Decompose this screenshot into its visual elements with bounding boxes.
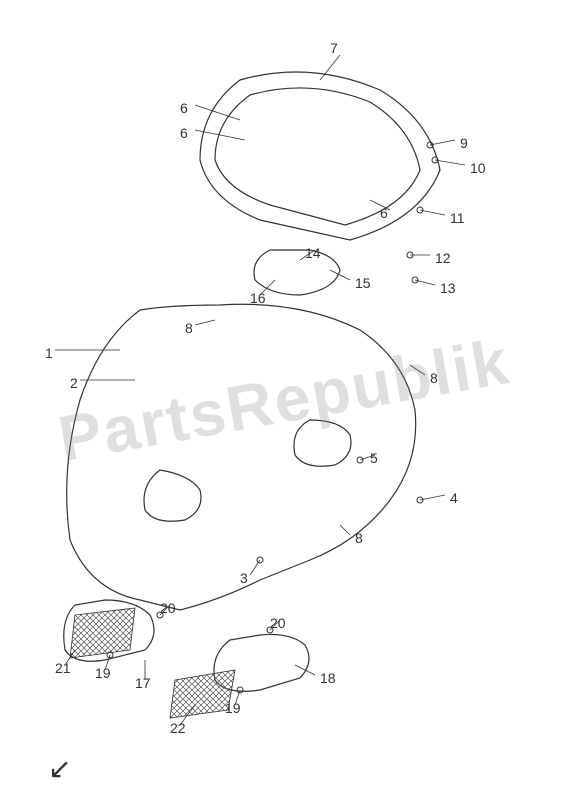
part-label-6: 6: [380, 205, 388, 221]
part-label-14: 14: [305, 245, 321, 261]
part-label-16: 16: [250, 290, 266, 306]
part-label-21: 21: [55, 660, 71, 676]
part-label-3: 3: [240, 570, 248, 586]
part-label-19: 19: [225, 700, 241, 716]
part-label-2: 2: [70, 375, 78, 391]
part-label-1: 1: [45, 345, 53, 361]
part-label-6: 6: [180, 100, 188, 116]
part-label-12: 12: [435, 250, 451, 266]
direction-arrow: ↙: [48, 752, 71, 785]
part-label-10: 10: [470, 160, 486, 176]
part-label-5: 5: [370, 450, 378, 466]
part-label-17: 17: [135, 675, 151, 691]
part-label-11: 11: [450, 210, 465, 226]
part-label-6: 6: [180, 125, 188, 141]
part-label-4: 4: [450, 490, 458, 506]
part-label-20: 20: [160, 600, 176, 616]
part-label-15: 15: [355, 275, 371, 291]
parts-diagram: PartsRepublik 76691061114121513168128548…: [0, 0, 567, 800]
part-label-8: 8: [185, 320, 193, 336]
part-label-13: 13: [440, 280, 456, 296]
diagram-svg: [0, 0, 567, 800]
part-label-20: 20: [270, 615, 286, 631]
part-label-9: 9: [460, 135, 468, 151]
part-label-19: 19: [95, 665, 111, 681]
part-label-18: 18: [320, 670, 336, 686]
part-label-22: 22: [170, 720, 186, 736]
part-label-7: 7: [330, 40, 338, 56]
part-label-8: 8: [355, 530, 363, 546]
part-label-8: 8: [430, 370, 438, 386]
